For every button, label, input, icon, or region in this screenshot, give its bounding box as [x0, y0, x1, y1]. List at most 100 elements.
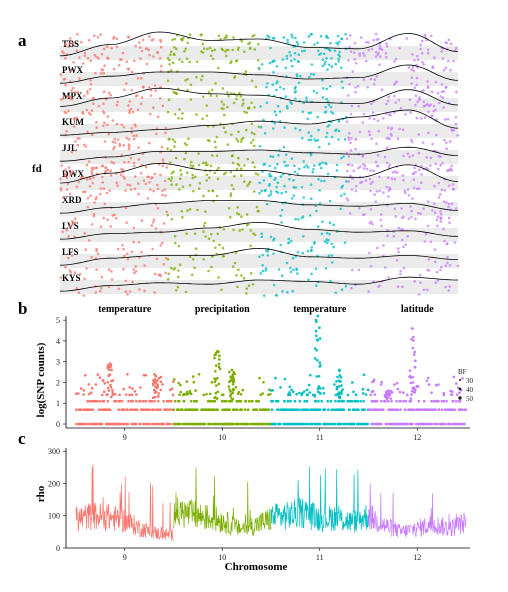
- ridge-point: [72, 61, 75, 64]
- ridge-point: [369, 77, 373, 81]
- snp-point: [300, 393, 304, 397]
- ridge-point: [354, 138, 358, 141]
- ridge-point: [276, 181, 280, 185]
- snp-point: [408, 369, 412, 372]
- ridge-point: [246, 157, 250, 161]
- ridge-point: [324, 110, 328, 113]
- ridge-point: [124, 279, 128, 283]
- snp-point: [162, 399, 165, 403]
- ridge-point: [237, 46, 240, 49]
- snp-point: [404, 422, 408, 426]
- ridge-point: [132, 268, 135, 271]
- ridge-point: [220, 47, 224, 51]
- snp-point: [187, 422, 190, 426]
- ridge-point: [133, 59, 136, 63]
- ridge-point: [402, 154, 406, 158]
- ridge-point: [260, 235, 264, 239]
- snp-point: [463, 408, 467, 412]
- ridge-point: [229, 194, 233, 198]
- ridge-point: [433, 56, 436, 59]
- snp-point: [295, 393, 298, 396]
- snp-point: [335, 380, 338, 383]
- ridge-point: [453, 241, 457, 244]
- ridge-point: [328, 63, 331, 67]
- snp-point: [361, 408, 364, 412]
- ridge-point: [330, 254, 334, 257]
- ridge-point: [138, 46, 142, 49]
- snp-point: [431, 408, 435, 412]
- ridge-point: [319, 35, 323, 38]
- ridge-point: [339, 207, 343, 211]
- ridge-point: [132, 164, 136, 168]
- ridge-point: [378, 284, 381, 288]
- ridge-point: [260, 63, 264, 66]
- snp-point: [286, 399, 290, 403]
- ridge-point: [166, 110, 170, 114]
- ridge-point: [89, 82, 93, 86]
- snp-point: [291, 408, 295, 412]
- ridge-point: [103, 121, 106, 125]
- ridge-point: [87, 160, 91, 163]
- ridge-point: [62, 97, 65, 100]
- snp-peak-point: [154, 374, 158, 378]
- snp-point: [412, 386, 416, 389]
- ridge-point: [217, 276, 220, 279]
- ridge-point: [273, 110, 277, 113]
- ridge-point: [420, 164, 423, 168]
- ridge-point: [427, 110, 430, 114]
- ridge-point: [175, 183, 178, 186]
- ridge-point: [143, 289, 146, 293]
- ridge-point: [67, 95, 70, 99]
- panel-c-ylabel: rho: [35, 485, 47, 502]
- ridge-point: [70, 89, 73, 92]
- ridge-point: [205, 104, 209, 107]
- ridge-point: [383, 155, 387, 159]
- ridge-point: [289, 266, 292, 270]
- ridge-point: [249, 272, 253, 275]
- ridge-band: [60, 150, 458, 164]
- ridge-point: [280, 274, 284, 278]
- snp-point: [416, 408, 420, 412]
- ridge-point: [64, 42, 67, 46]
- ridge-point: [111, 214, 115, 217]
- snp-point: [330, 408, 333, 412]
- snp-point: [222, 422, 226, 426]
- ridge-point: [134, 265, 137, 268]
- snp-point: [139, 386, 142, 389]
- ridge-point: [305, 96, 308, 99]
- ridge-point: [434, 80, 438, 84]
- density-curve: [59, 200, 459, 214]
- ridge-point: [418, 168, 421, 172]
- ridge-row-jjl: JJL: [60, 136, 459, 168]
- ridge-point: [227, 94, 230, 98]
- ridge-point: [58, 177, 62, 181]
- snp-point: [438, 422, 442, 426]
- ridge-point: [102, 90, 106, 93]
- ridge-point: [350, 268, 354, 272]
- ridge-point: [318, 145, 321, 149]
- ridge-point: [215, 154, 219, 158]
- ridge-point: [251, 35, 254, 38]
- ridge-point: [175, 47, 178, 51]
- ridge-point: [201, 42, 205, 46]
- ridge-point: [375, 142, 378, 145]
- ridge-point: [102, 187, 106, 190]
- ridge-point: [169, 50, 173, 53]
- snp-point: [205, 393, 208, 396]
- ridge-point: [313, 240, 316, 244]
- ridge-point: [167, 98, 171, 101]
- ridge-point: [185, 232, 188, 235]
- c-ytick-label: 100: [48, 512, 60, 521]
- ridge-point: [374, 200, 378, 203]
- snp-point: [87, 383, 91, 386]
- ridge-point: [406, 188, 410, 191]
- ridge-point: [328, 85, 332, 88]
- ridge-point: [211, 255, 214, 258]
- snp-point: [326, 399, 330, 403]
- snp-point: [200, 408, 204, 412]
- snp-point: [98, 376, 102, 380]
- snp-point: [113, 392, 117, 396]
- snp-point: [114, 399, 118, 403]
- snp-point: [135, 408, 139, 412]
- snp-point: [425, 422, 429, 426]
